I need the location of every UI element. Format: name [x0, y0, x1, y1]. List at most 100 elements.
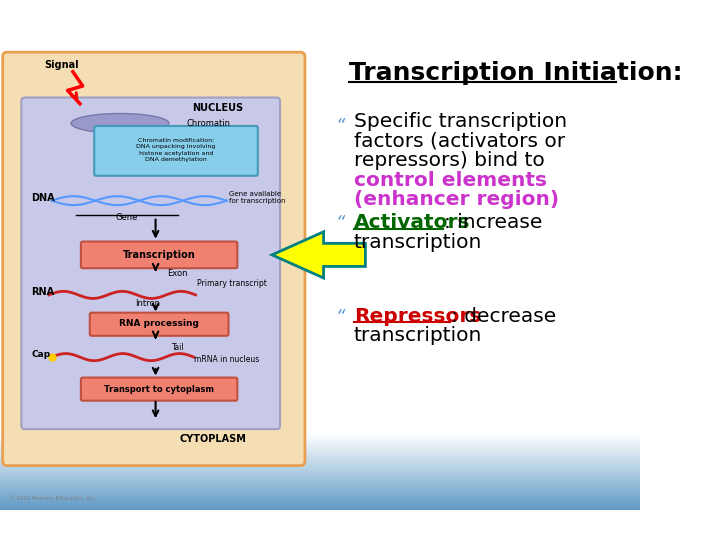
Bar: [0, 443, 640, 444]
Bar: [0, 454, 640, 455]
Bar: [0, 447, 640, 448]
Bar: [0, 435, 640, 436]
Bar: [0, 450, 640, 451]
Bar: [0, 486, 640, 487]
Text: Exon: Exon: [167, 269, 188, 278]
Bar: [0, 503, 640, 504]
Bar: [0, 504, 640, 505]
Bar: [0, 484, 640, 485]
Bar: [0, 481, 640, 482]
Bar: [0, 449, 640, 450]
Text: Transcription: Transcription: [122, 250, 196, 260]
Bar: [0, 436, 640, 437]
Bar: [0, 456, 640, 457]
Text: © 2011 Pearson Education, Inc.: © 2011 Pearson Education, Inc.: [9, 495, 96, 501]
Bar: [0, 505, 640, 507]
Text: Gene available
for transcription: Gene available for transcription: [230, 191, 286, 204]
Text: repressors) bind to: repressors) bind to: [354, 151, 544, 170]
Bar: [0, 500, 640, 501]
Text: : decrease: : decrease: [451, 307, 556, 326]
FancyBboxPatch shape: [81, 377, 238, 401]
Bar: [0, 475, 640, 476]
Polygon shape: [272, 232, 365, 278]
Bar: [0, 458, 640, 460]
Text: control elements: control elements: [354, 171, 546, 190]
Bar: [0, 460, 640, 461]
Bar: [0, 439, 640, 440]
Bar: [0, 441, 640, 442]
Bar: [0, 448, 640, 449]
Text: Transcription Initiation:: Transcription Initiation:: [349, 60, 683, 85]
FancyBboxPatch shape: [94, 126, 258, 176]
Bar: [0, 493, 640, 494]
Text: RNA: RNA: [31, 287, 54, 297]
Bar: [0, 455, 640, 456]
Text: “: “: [336, 117, 345, 135]
Text: DNA: DNA: [31, 193, 55, 202]
FancyBboxPatch shape: [22, 98, 280, 429]
Text: transcription: transcription: [354, 233, 482, 252]
Bar: [0, 451, 640, 452]
Bar: [0, 480, 640, 481]
Bar: [0, 440, 640, 441]
Text: Signal: Signal: [45, 60, 79, 70]
Bar: [0, 437, 640, 438]
Bar: [0, 461, 640, 462]
Text: CYTOPLASM: CYTOPLASM: [180, 434, 247, 444]
Bar: [0, 502, 640, 503]
Bar: [0, 476, 640, 477]
Bar: [0, 494, 640, 495]
Bar: [0, 467, 640, 468]
Bar: [0, 453, 640, 454]
Text: Specific transcription: Specific transcription: [354, 112, 567, 131]
Text: : increase: : increase: [444, 213, 542, 232]
Bar: [0, 463, 640, 464]
Text: Gene: Gene: [115, 213, 138, 222]
Bar: [0, 464, 640, 465]
FancyBboxPatch shape: [90, 313, 228, 336]
Text: factors (activators or: factors (activators or: [354, 132, 565, 151]
Text: mRNA in nucleus: mRNA in nucleus: [194, 355, 259, 363]
Bar: [0, 468, 640, 469]
Bar: [0, 452, 640, 453]
Text: Chromatin modification:
DNA unpacking involving
histone acetylation and
DNA deme: Chromatin modification: DNA unpacking in…: [136, 138, 216, 163]
Bar: [0, 507, 640, 508]
Text: (enhancer region): (enhancer region): [354, 190, 559, 210]
Bar: [0, 474, 640, 475]
Bar: [0, 495, 640, 496]
Bar: [0, 496, 640, 497]
Bar: [0, 508, 640, 509]
Bar: [0, 471, 640, 472]
Text: Activators: Activators: [354, 213, 470, 232]
Text: transcription: transcription: [354, 326, 482, 345]
Bar: [0, 469, 640, 470]
Bar: [0, 491, 640, 492]
Bar: [0, 446, 640, 447]
Text: Cap: Cap: [31, 350, 50, 359]
Ellipse shape: [71, 113, 169, 133]
Text: Tail: Tail: [171, 343, 184, 352]
Bar: [0, 497, 640, 498]
Text: “: “: [336, 307, 345, 325]
Bar: [0, 478, 640, 479]
Bar: [0, 472, 640, 474]
Bar: [0, 482, 640, 483]
Text: RNA processing: RNA processing: [120, 319, 199, 328]
Text: NUCLEUS: NUCLEUS: [192, 103, 243, 113]
Text: Transport to cytoplasm: Transport to cytoplasm: [104, 384, 214, 394]
Bar: [0, 488, 640, 489]
Bar: [0, 462, 640, 463]
Bar: [0, 498, 640, 500]
Text: Repressors: Repressors: [354, 307, 481, 326]
Bar: [0, 509, 640, 510]
Bar: [0, 501, 640, 502]
Bar: [0, 457, 640, 458]
FancyBboxPatch shape: [3, 52, 305, 465]
Bar: [0, 487, 640, 488]
Bar: [0, 485, 640, 486]
Bar: [0, 477, 640, 478]
Bar: [0, 442, 640, 443]
Bar: [0, 489, 640, 490]
Bar: [0, 483, 640, 484]
Bar: [0, 470, 640, 471]
